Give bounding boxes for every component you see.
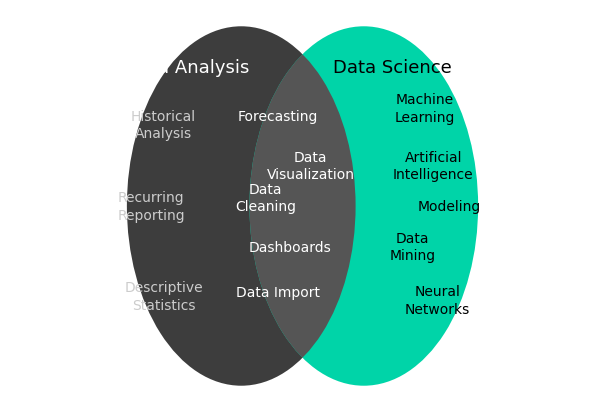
Text: Modeling: Modeling	[418, 199, 481, 214]
Text: Data Analysis: Data Analysis	[126, 59, 250, 77]
Text: Forecasting: Forecasting	[238, 110, 318, 124]
Text: Data
Cleaning: Data Cleaning	[235, 183, 296, 214]
Text: Dashboards: Dashboards	[249, 240, 332, 254]
Ellipse shape	[127, 27, 356, 386]
Text: Data
Visualization: Data Visualization	[267, 150, 355, 181]
Text: Historical
Analysis: Historical Analysis	[131, 109, 196, 140]
Text: Recurring
Reporting: Recurring Reporting	[117, 191, 185, 222]
Text: Machine
Learning: Machine Learning	[395, 93, 455, 124]
Text: Neural
Networks: Neural Networks	[405, 285, 470, 316]
Text: Data Import: Data Import	[236, 285, 320, 299]
Ellipse shape	[249, 27, 478, 386]
Ellipse shape	[127, 27, 356, 386]
Text: Data Science: Data Science	[333, 59, 452, 77]
Text: Data
Mining: Data Mining	[390, 232, 436, 263]
Text: Descriptive
Statistics: Descriptive Statistics	[124, 280, 203, 312]
Text: Artificial
Intelligence: Artificial Intelligence	[393, 150, 474, 181]
